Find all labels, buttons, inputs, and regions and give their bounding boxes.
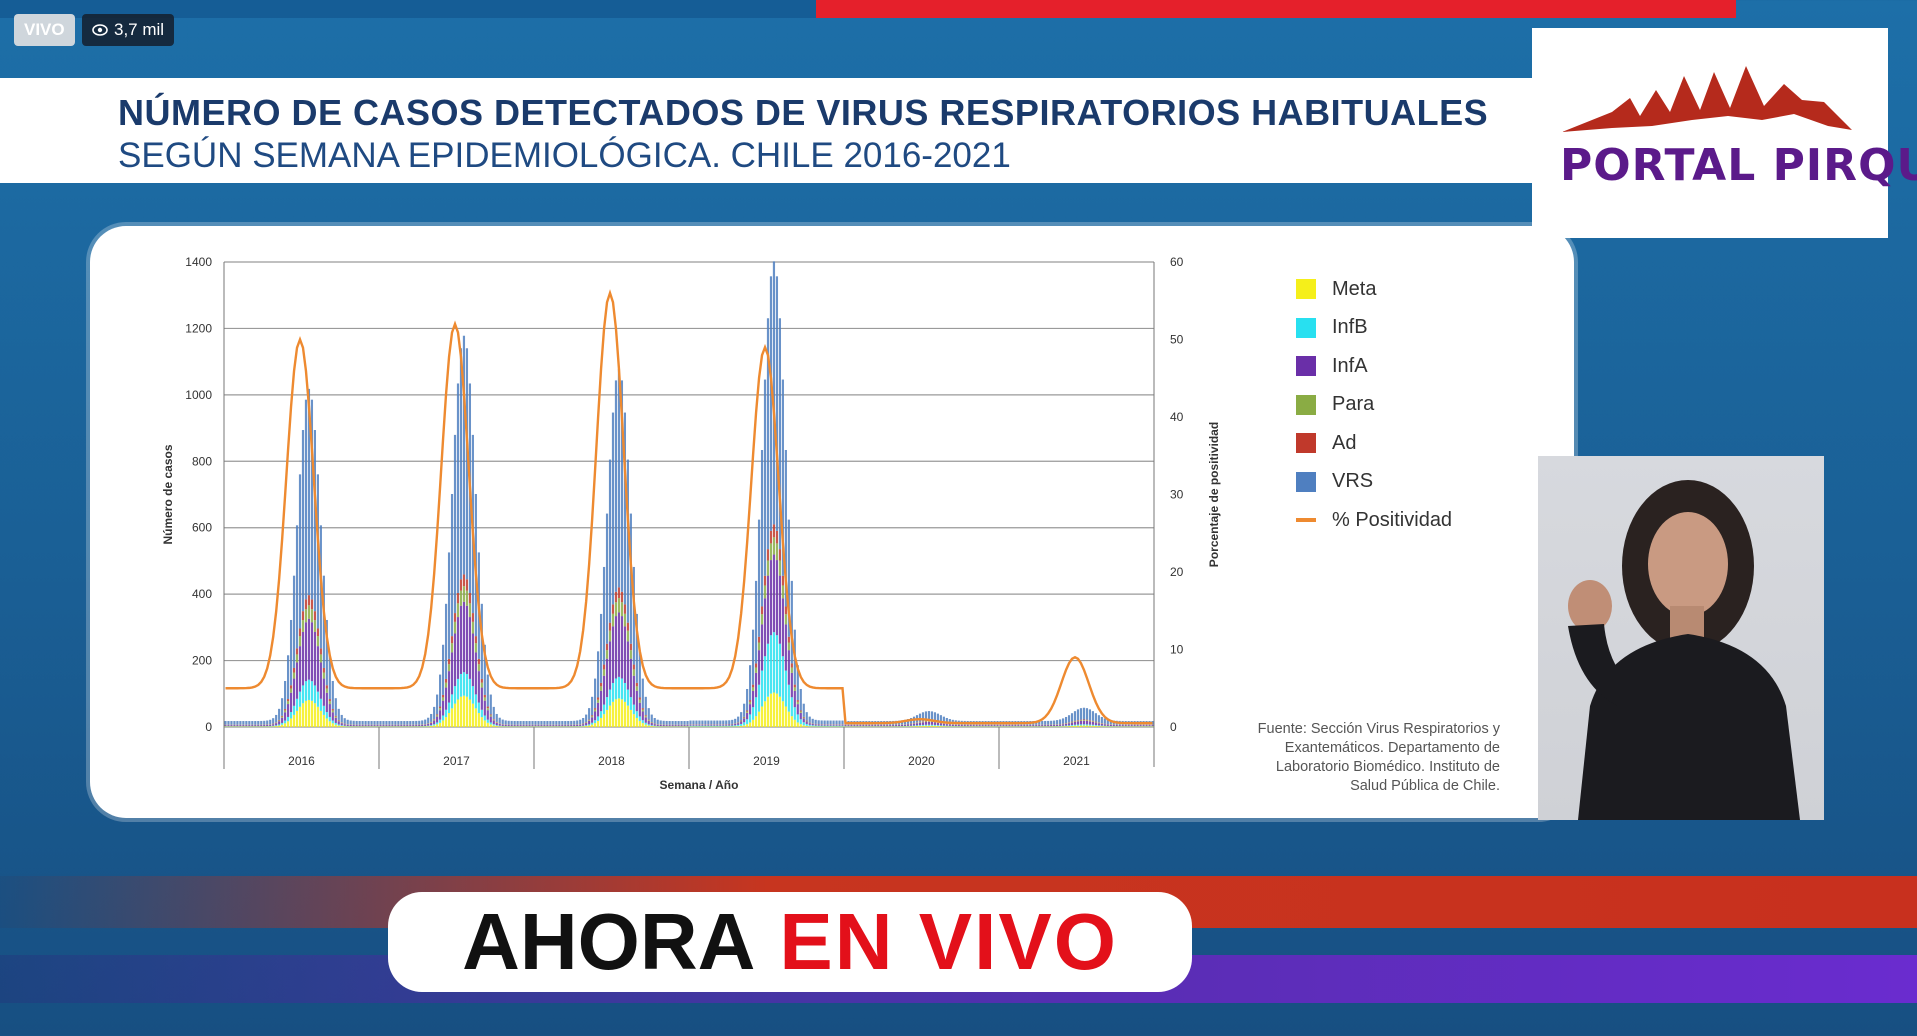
legend-label-meta: Meta bbox=[1332, 277, 1377, 300]
legend-item-ad: Ad bbox=[1296, 424, 1452, 463]
mountain-logo-icon bbox=[1562, 66, 1852, 132]
legend-label-infb: InfB bbox=[1332, 316, 1368, 339]
legend-swatch-infb bbox=[1296, 317, 1316, 338]
slide-subtitle: SEGÚN SEMANA EPIDEMIOLÓGICA. CHILE 2016-… bbox=[118, 136, 1011, 175]
legend-item-vrs: VRS bbox=[1296, 463, 1452, 502]
legend-label-ad: Ad bbox=[1332, 431, 1357, 454]
interpreter-figure bbox=[1568, 480, 1800, 820]
legend-item-infa: InfA bbox=[1296, 347, 1452, 386]
legend-label-para: Para bbox=[1332, 393, 1375, 416]
legend-swatch-para bbox=[1296, 394, 1316, 415]
viewer-count-text: 3,7 mil bbox=[114, 20, 165, 39]
legend-swatch-meta bbox=[1296, 279, 1316, 300]
legend-swatch-infa bbox=[1296, 356, 1316, 377]
legend-label-positividad: % Positividad bbox=[1332, 508, 1453, 531]
legend-swatch-ad bbox=[1296, 433, 1316, 454]
live-badge: VIVO bbox=[14, 14, 75, 46]
title-band bbox=[0, 78, 1540, 183]
legend-item-meta: Meta bbox=[1296, 270, 1452, 309]
legend-swatch-vrs bbox=[1296, 471, 1316, 492]
legend-item-infb: InfB bbox=[1296, 309, 1452, 348]
chart-legend: Meta InfB InfA Para Ad VRS % Positividad bbox=[1296, 270, 1452, 540]
legend-label-vrs: VRS bbox=[1332, 470, 1374, 493]
source-note-line: Laboratorio Biomédico. Instituto de bbox=[1275, 759, 1500, 775]
logo-text: PORTAL PIRQUE bbox=[1560, 140, 1917, 191]
source-note-line: Salud Pública de Chile. bbox=[1350, 778, 1500, 794]
legend-item-para: Para bbox=[1296, 386, 1452, 425]
live-now-banner: AHORA EN VIVO bbox=[388, 892, 1192, 992]
slide-title: NÚMERO DE CASOS DETECTADOS DE VIRUS RESP… bbox=[118, 92, 1489, 133]
legend-label-infa: InfA bbox=[1332, 354, 1368, 377]
banner-text-en-vivo: EN VIVO bbox=[779, 897, 1118, 986]
top-stripe-blue bbox=[0, 0, 816, 18]
source-note-line: Exantemáticos. Departamento de bbox=[1284, 740, 1500, 756]
source-note-line: Fuente: Sección Virus Respiratorios y bbox=[1257, 721, 1500, 737]
legend-item-positividad: % Positividad bbox=[1296, 501, 1452, 540]
banner-text-ahora: AHORA bbox=[462, 897, 756, 986]
sign-language-interpreter-video bbox=[1538, 456, 1824, 820]
source-note: Fuente: Sección Virus Respiratorios y Ex… bbox=[1180, 720, 1500, 796]
legend-line-positividad bbox=[1296, 518, 1316, 523]
viewer-count: 3,7 mil bbox=[82, 14, 175, 46]
portal-pirque-logo: PORTAL PIRQUE bbox=[1532, 28, 1917, 238]
top-stripe-red bbox=[816, 0, 1736, 18]
eye-icon bbox=[92, 24, 108, 36]
